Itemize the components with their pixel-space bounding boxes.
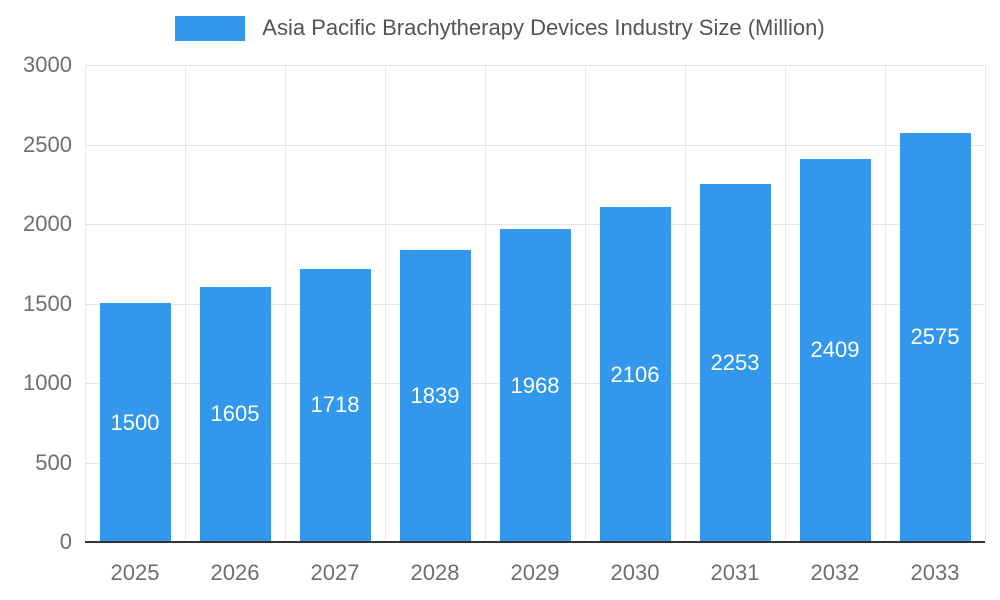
vertical-gridline [385,65,386,542]
bar-value-label: 1968 [510,373,560,398]
bar-2030[interactable] [600,207,671,542]
y-tick-label: 500 [35,450,72,475]
chart-title: Asia Pacific Brachytherapy Devices Indus… [262,15,825,40]
vertical-gridline [285,65,286,542]
bar-2033[interactable] [900,133,971,542]
vertical-gridline [785,65,786,542]
gridline [85,224,985,225]
vertical-gridline [685,65,686,542]
bar-2025[interactable] [100,303,171,542]
legend-swatch [175,15,246,41]
bar-value-label: 2106 [610,362,660,387]
vertical-gridline [185,65,186,542]
x-tick-label: 2027 [310,560,360,585]
x-tick-label: 2033 [910,560,960,585]
y-tick-label: 1000 [23,370,72,395]
bar-value-label: 2575 [910,324,960,349]
bar-value-label: 2253 [710,350,760,375]
x-tick-label: 2025 [110,560,160,585]
bar-2029[interactable] [500,229,571,542]
vertical-gridline [885,65,886,542]
vertical-gridline [585,65,586,542]
bar-2027[interactable] [300,269,371,542]
bar-value-label: 2409 [810,337,860,362]
vertical-gridline [985,65,986,542]
bar-value-label: 1605 [210,401,260,426]
x-tick-label: 2030 [610,560,660,585]
x-tick-label: 2028 [410,560,460,585]
bar-value-label: 1500 [110,410,160,435]
bar-value-label: 1718 [310,392,360,417]
y-tick-label: 0 [59,529,72,554]
bar-2028[interactable] [400,250,471,542]
chart-legend: Asia Pacific Brachytherapy Devices Indus… [0,15,1000,41]
y-tick-label: 3000 [23,52,72,77]
bar-value-label: 1839 [410,383,460,408]
x-tick-label: 2029 [510,560,560,585]
x-tick-label: 2026 [210,560,260,585]
x-tick-label: 2032 [810,560,860,585]
bar-2032[interactable] [800,159,871,542]
x-tick-label: 2031 [710,560,760,585]
y-tick-label: 1500 [23,291,72,316]
y-tick-label: 2000 [23,211,72,236]
gridline [85,65,985,66]
vertical-gridline [485,65,486,542]
vertical-gridline [85,65,86,542]
plot-area: 1500 1605 1718 1839 1968 2106 2253 2409 2575 [85,65,986,543]
x-axis-line [85,541,985,543]
gridline [85,145,985,146]
bar-2026[interactable] [200,287,271,542]
bar-2031[interactable] [700,184,771,542]
y-tick-label: 2500 [23,132,72,157]
